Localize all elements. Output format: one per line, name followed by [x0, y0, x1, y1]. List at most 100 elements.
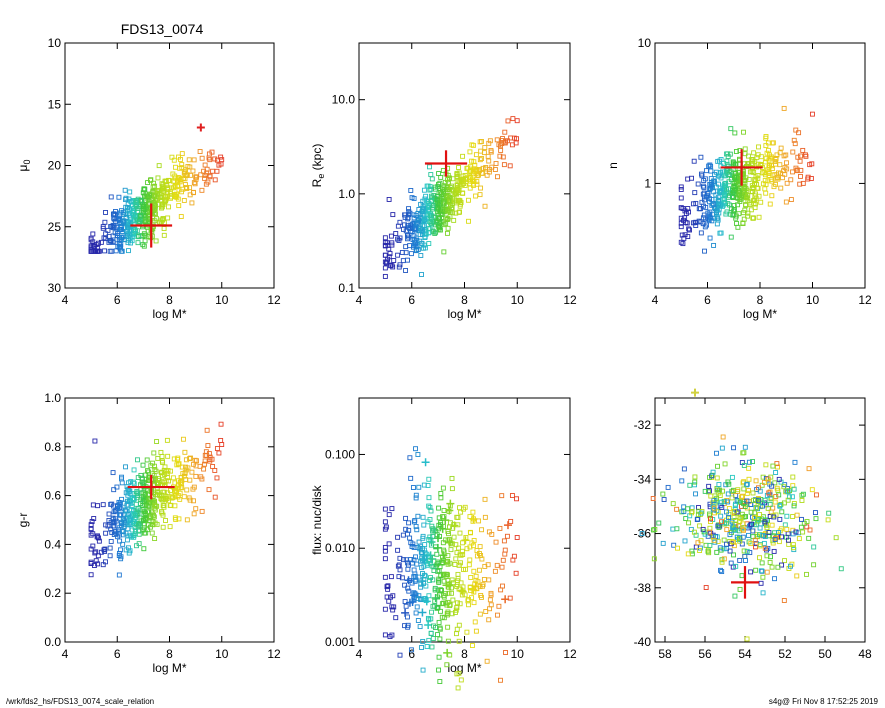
- data-point: [445, 638, 451, 644]
- data-point: [685, 551, 691, 557]
- data-point: [438, 495, 444, 501]
- data-point: [781, 598, 787, 603]
- data-point: [193, 174, 199, 180]
- data-point: [436, 505, 442, 511]
- data-point: [722, 461, 728, 467]
- data-point: [678, 195, 684, 201]
- data-point: [719, 445, 725, 451]
- data-point: [405, 585, 411, 591]
- data-point: [382, 548, 388, 554]
- data-point: [741, 216, 747, 222]
- data-point: [781, 153, 787, 159]
- data-point: [187, 477, 193, 483]
- data-point: [723, 173, 729, 179]
- data-point: [793, 127, 799, 133]
- data-point: [482, 145, 488, 151]
- data-point: [146, 504, 152, 509]
- data-point: [800, 491, 806, 497]
- data-point: [390, 607, 396, 613]
- data-point: [105, 523, 111, 529]
- data-point: [147, 193, 152, 199]
- data-point: [479, 527, 485, 533]
- data-point: [714, 221, 720, 227]
- data-point: [737, 557, 743, 563]
- data-point: [806, 535, 812, 541]
- data-point: [511, 553, 517, 559]
- data-point: [169, 493, 175, 499]
- data-point: [118, 226, 123, 232]
- data-point: [713, 498, 719, 504]
- data-point: [182, 449, 188, 455]
- data-point: [431, 527, 437, 533]
- data-point: [443, 207, 449, 213]
- data-point: [437, 636, 443, 642]
- data-point: [182, 464, 188, 470]
- data-point: [728, 560, 734, 566]
- data-point: [459, 181, 465, 187]
- data-point: [769, 522, 775, 528]
- x-tick-label: 8: [461, 647, 468, 661]
- data-point: [386, 541, 392, 547]
- data-point: [765, 476, 771, 482]
- data-point: [413, 446, 418, 452]
- data-point: [109, 501, 115, 507]
- data-point: [191, 157, 197, 163]
- data-point: [119, 476, 124, 482]
- data-point: [733, 563, 739, 569]
- x-tick-label: 12: [563, 293, 577, 307]
- data-point: [479, 139, 484, 144]
- data-point: [401, 557, 406, 563]
- data-point: [445, 538, 454, 547]
- data-point: [462, 592, 468, 598]
- data-point: [785, 497, 791, 503]
- data-point: [143, 472, 149, 478]
- data-point: [387, 251, 393, 256]
- data-point: [209, 149, 215, 155]
- data-point: [757, 512, 763, 518]
- data-point: [395, 223, 401, 229]
- data-point: [218, 437, 224, 443]
- data-point: [703, 542, 709, 548]
- data-point: [421, 242, 427, 248]
- data-point: [430, 577, 436, 583]
- data-point: [455, 186, 461, 192]
- panel-gr: 4 6 8 10 12 0.0 0.2 0.4 0.6 0.8 1.0 log M* g-r: [16, 391, 281, 675]
- x-tick-label: 8: [461, 293, 468, 307]
- data-point: [791, 503, 797, 509]
- data-point: [117, 512, 123, 518]
- data-point: [445, 216, 451, 222]
- data-point: [697, 523, 703, 529]
- data-point: [469, 142, 475, 148]
- data-point: [762, 534, 768, 539]
- data-point: [455, 198, 461, 204]
- data-point: [413, 577, 419, 583]
- data-point: [739, 541, 745, 547]
- data-point: [728, 126, 734, 132]
- data-point: [193, 506, 199, 512]
- data-point: [469, 595, 475, 601]
- plot-frame: [654, 397, 866, 643]
- data-point: [467, 514, 473, 520]
- data-point: [471, 589, 477, 595]
- data-point: [205, 443, 211, 449]
- data-point: [718, 169, 724, 175]
- data-point: [423, 193, 429, 199]
- data-point: [800, 529, 806, 535]
- data-point: [446, 499, 455, 508]
- data-point: [733, 186, 738, 192]
- data-point: [711, 505, 717, 511]
- data-point: [725, 154, 731, 159]
- data-point: [678, 224, 684, 230]
- x-tick-label: 4: [652, 293, 659, 307]
- data-point: [455, 600, 460, 606]
- data-point: [159, 181, 165, 187]
- data-point: [674, 506, 680, 512]
- data-point: [758, 568, 764, 574]
- data-point: [501, 538, 507, 544]
- data-point: [417, 624, 423, 630]
- data-point: [723, 211, 729, 217]
- data-point: [140, 527, 146, 533]
- data-point: [710, 201, 716, 207]
- data-point: [772, 499, 778, 505]
- data-point: [782, 558, 787, 564]
